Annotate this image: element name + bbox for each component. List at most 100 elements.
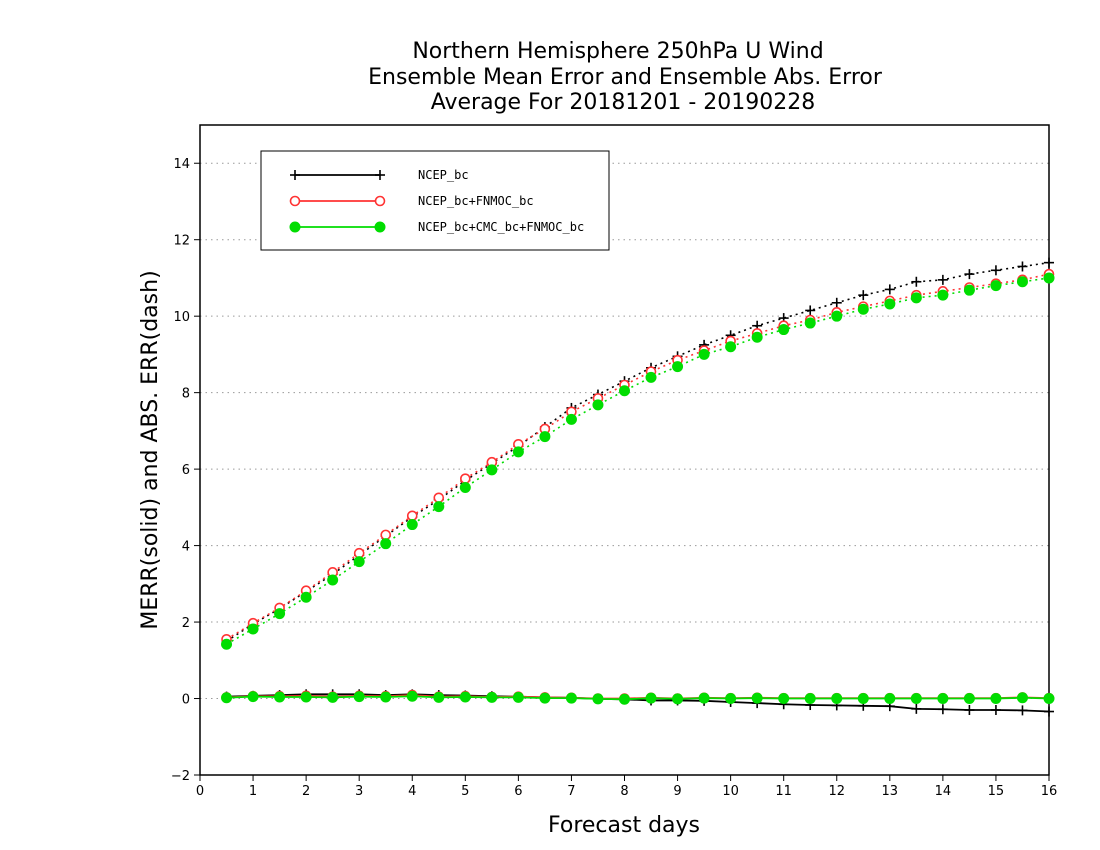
mean-err-point [937,693,949,705]
abs-err-point [247,623,259,635]
mean-err-point [990,705,1001,715]
x-tick-label: 15 [988,784,1005,799]
mean-err-point [274,691,286,703]
abs-err-point [937,289,949,301]
mean-err-point [698,692,710,704]
abs-err-point [486,464,498,476]
legend-label: NCEP_bc+CMC_bc+FNMOC_bc [418,220,584,234]
y-tick-label: 2 [182,616,190,631]
x-tick-label: 1 [249,784,257,799]
mean-err-point [645,692,657,704]
x-tick-label: 16 [1041,784,1058,799]
abs-err-point [460,473,471,484]
mean-err-point [539,692,551,704]
abs-err-point [698,348,710,360]
abs-err-point [804,317,816,329]
mean-err-point [565,692,577,704]
mean-err-point [778,693,790,705]
mean-err-point [857,693,869,705]
legend-marker-left [289,195,301,207]
abs-err-point [1017,261,1028,272]
legend-label: NCEP_bc [418,168,469,182]
abs-err-point [831,297,842,308]
x-tick-label: 9 [673,784,681,799]
abs-err-point [300,591,312,603]
abs-err-point [805,305,816,316]
mean-err-point [804,693,816,705]
mean-err-point [1016,692,1028,704]
series-1 [221,268,1055,704]
abs-err-point [1044,257,1054,268]
abs-err-point [645,371,657,383]
grid [200,162,1049,776]
mean-err-point [353,691,365,703]
abs-err-line [226,273,1050,640]
legend: NCEP_bc NCEP_bc+FNMOC_bc NCEP_bc+CMC_bc+FN… [260,150,610,251]
mean-err-point [911,703,922,714]
y-tick-label: 0 [182,693,190,708]
mean-err-point [300,691,312,703]
mean-err-point [406,690,418,702]
chart-title: Northern Hemisphere 250hPa U Wind Ensemb… [368,39,883,115]
abs-err-point [751,331,763,343]
abs-err-point [911,276,922,287]
mean-err-point [327,691,339,703]
y-tick-label: 4 [182,540,190,555]
x-tick-label: 12 [828,784,845,799]
mean-err-point [247,691,259,703]
abs-err-point [1043,272,1055,284]
mean-err-point [1044,706,1054,717]
x-axis-label: Forecast days [548,813,700,838]
mean-err-point [1017,705,1028,716]
abs-err-point [592,399,604,411]
abs-err-point [884,284,895,295]
x-tick-label: 3 [355,784,363,799]
mean-err-point [512,691,524,703]
y-tick-label: −2 [171,769,190,784]
legend-marker-right [375,170,385,180]
legend-label: NCEP_bc+FNMOC_bc [418,194,534,208]
x-tick-label: 14 [935,784,952,799]
x-tick-label: 11 [775,784,792,799]
abs-err-point [221,638,233,650]
series-2 [221,272,1055,705]
mean-err-point [486,691,498,703]
mean-err-point [459,691,471,703]
mean-err-point [990,693,1002,705]
abs-err-point [884,298,896,310]
mean-err-point [937,704,948,715]
abs-err-point [353,556,365,568]
x-tick-label: 7 [567,784,575,799]
abs-err-point [327,574,339,586]
abs-err-point [990,280,1002,292]
abs-err-point [1016,276,1028,288]
x-tick-label: 8 [620,784,628,799]
abs-err-point [433,501,445,513]
abs-err-point [539,431,551,443]
abs-err-point [274,608,286,620]
abs-err-point [778,324,790,336]
legend-item: NCEP_bc+FNMOC_bc [289,194,534,208]
x-tick-label: 10 [722,784,739,799]
mean-err-point [884,693,896,705]
y-tick-label: 8 [182,387,190,402]
abs-err-point [619,385,630,397]
legend-item: NCEP_bc [290,168,469,182]
legend-marker-right [374,221,386,233]
chart-title-line-1: Northern Hemisphere 250hPa U Wind [412,39,823,64]
abs-err-line [226,277,1050,645]
x-tick-label: 13 [882,784,899,799]
mean-err-point [963,693,975,705]
chart-title-line-2: Ensemble Mean Error and Ensemble Abs. Er… [368,65,883,90]
mean-err-point [672,693,684,705]
legend-marker-left [289,221,301,233]
abs-err-point [910,292,922,304]
abs-err-point [512,446,524,458]
abs-err-point [380,538,392,550]
abs-err-point [964,269,975,280]
abs-err-point [937,274,948,285]
mean-err-point [831,693,843,705]
abs-err-point [831,310,843,322]
x-tick-label: 5 [461,784,469,799]
